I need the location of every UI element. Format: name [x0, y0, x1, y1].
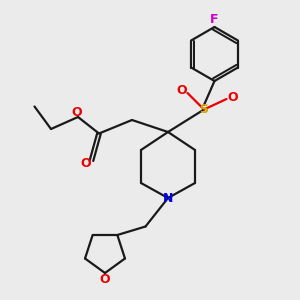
Text: O: O	[227, 91, 238, 104]
Text: O: O	[71, 106, 82, 119]
Text: O: O	[81, 157, 92, 170]
Text: F: F	[210, 13, 219, 26]
Text: O: O	[176, 83, 187, 97]
Text: S: S	[200, 103, 208, 116]
Text: N: N	[163, 191, 173, 205]
Text: O: O	[100, 273, 110, 286]
